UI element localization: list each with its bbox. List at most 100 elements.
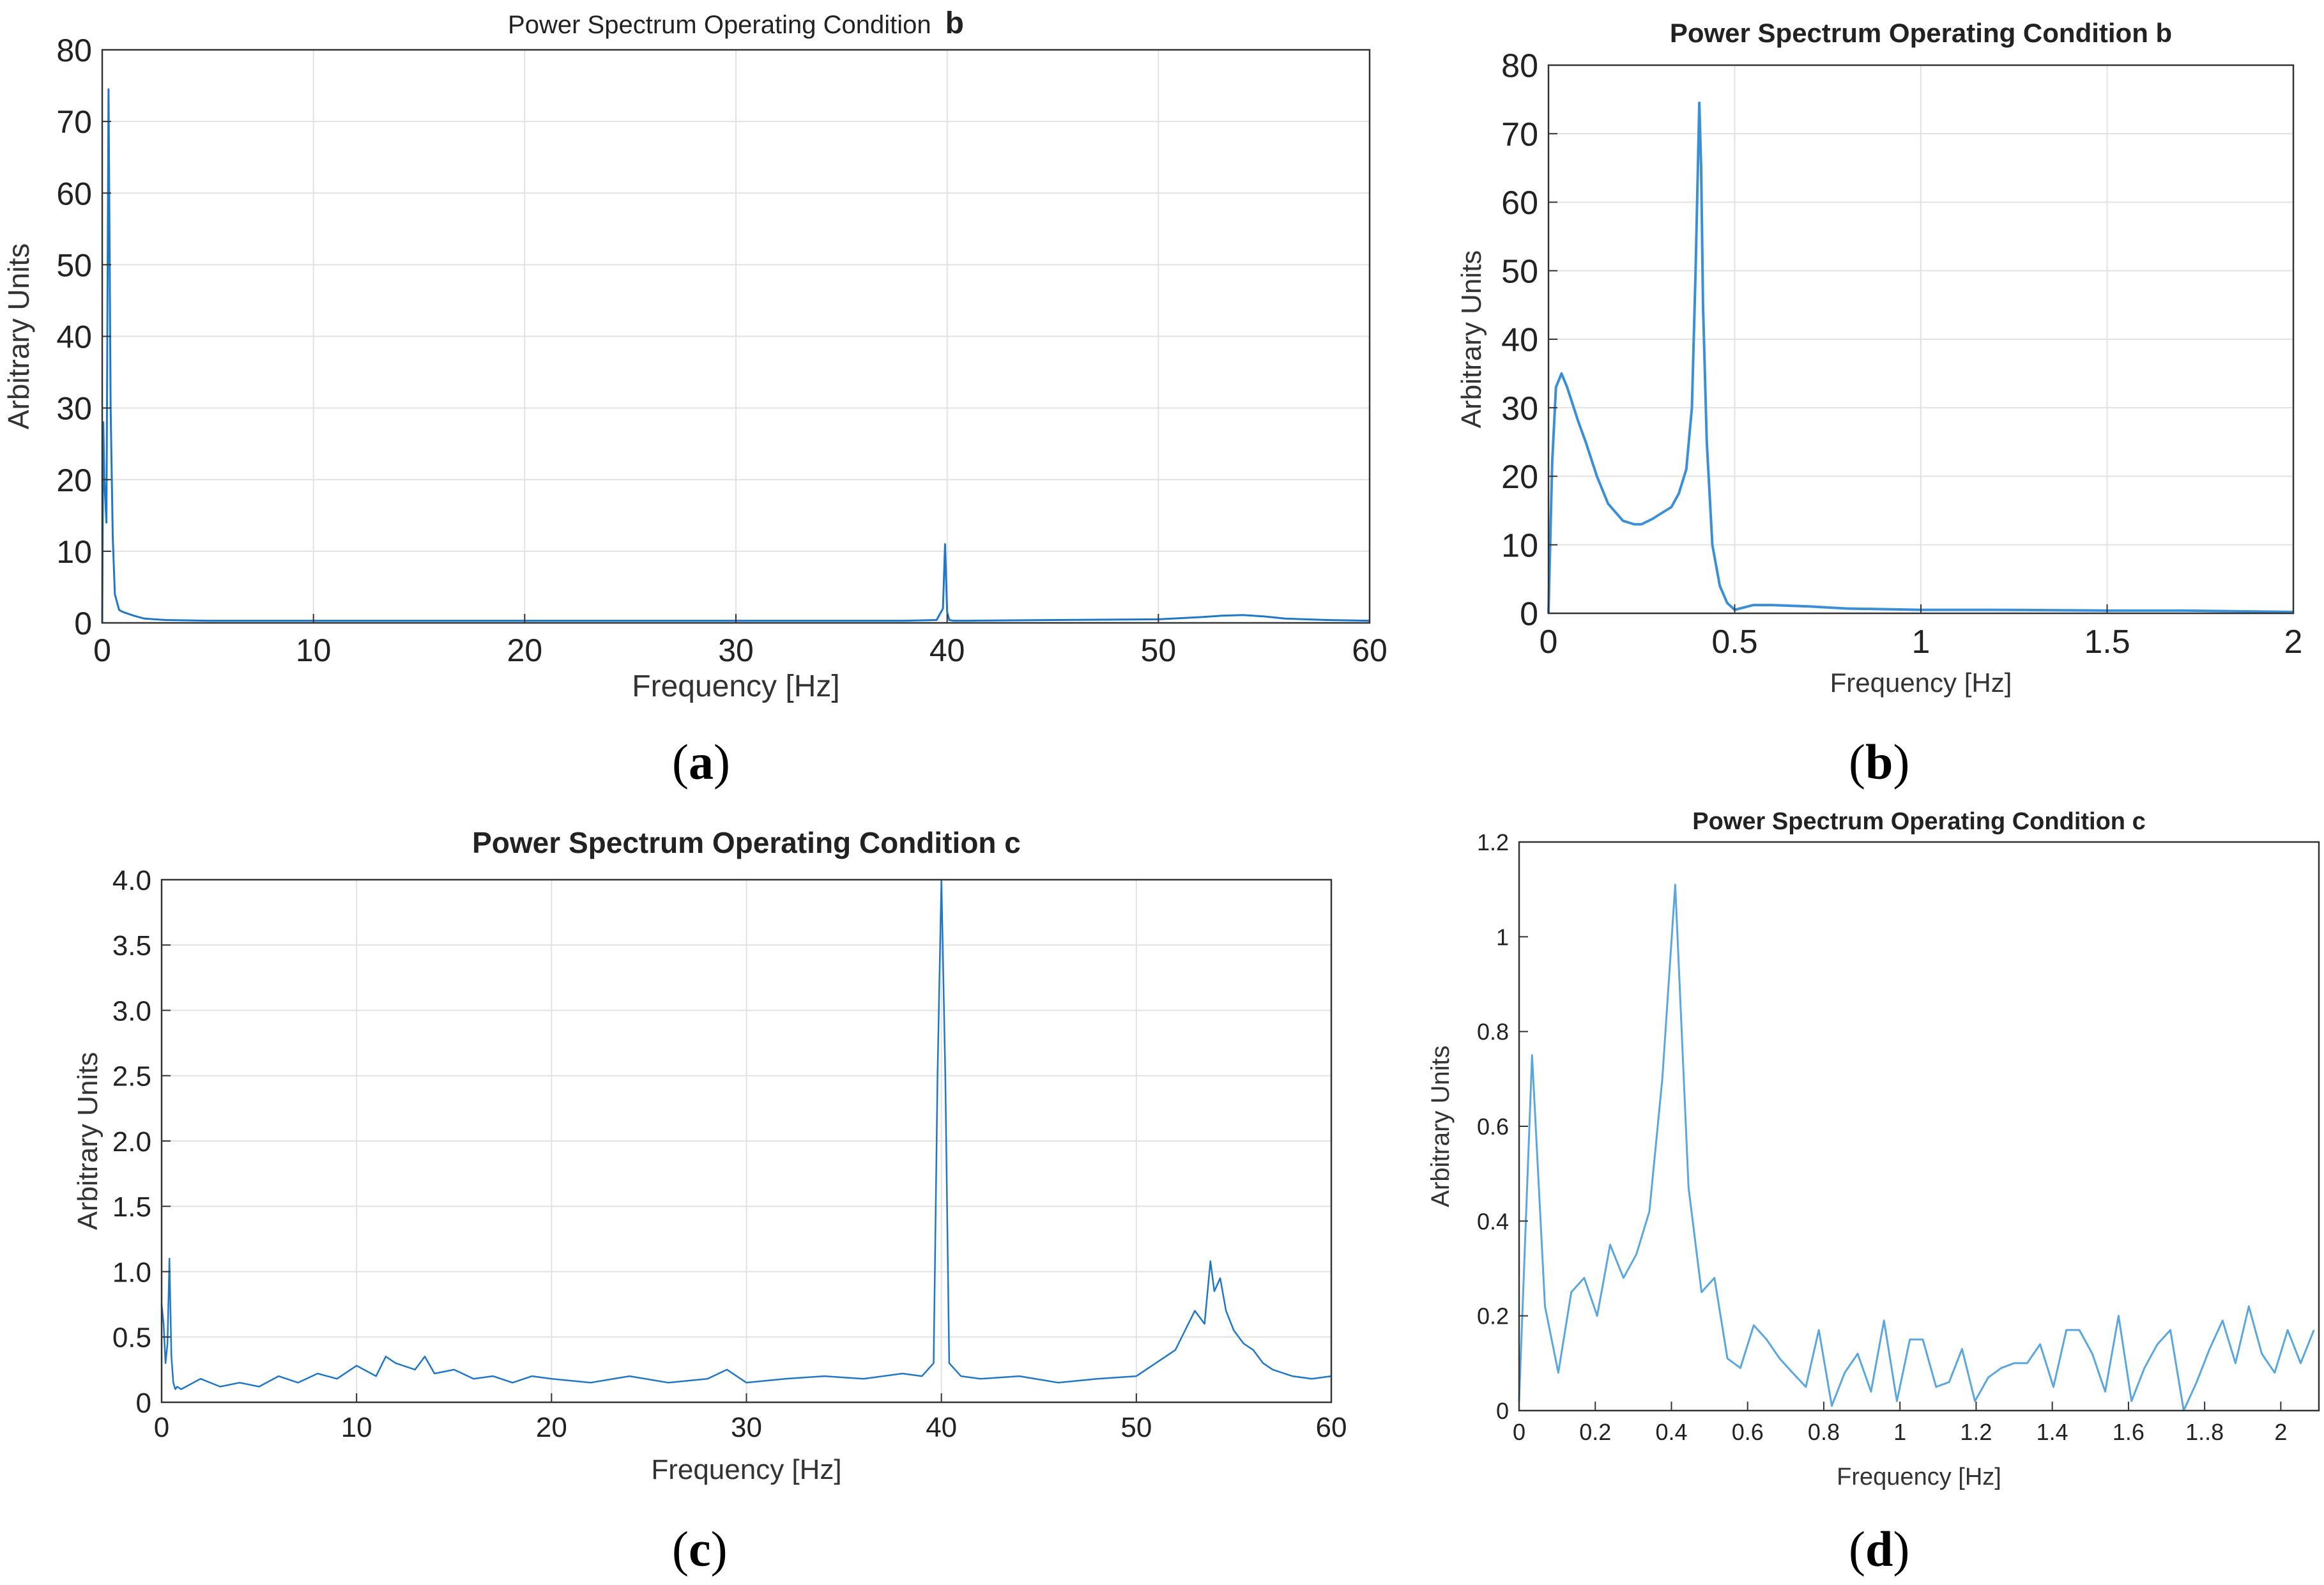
caption-d: (d) <box>1849 1520 1909 1578</box>
panel-c-ytick-label-1: 0.5 <box>112 1322 151 1354</box>
panel-a-xtick-label-1: 10 <box>296 632 332 668</box>
panel-a-xtick-label-3: 30 <box>718 632 754 668</box>
caption-a-open: ( <box>672 734 689 790</box>
panel-d-ytick-label-5: 1 <box>1496 924 1509 950</box>
panel-d-xtick-label-9: 1..8 <box>2185 1419 2224 1445</box>
panel-b-ytick-label-5: 50 <box>1501 253 1538 290</box>
panel-a-title-suffix: b <box>945 6 964 40</box>
panel-d-xtick-label-7: 1.4 <box>2037 1419 2068 1445</box>
caption-c-open: ( <box>672 1521 689 1577</box>
panel-a-ytick-label-4: 40 <box>56 319 92 355</box>
panel-d-xtick-label-10: 2 <box>2274 1419 2287 1445</box>
panel-c-xtick-label-2: 20 <box>536 1412 567 1443</box>
panel-d-ytick-label-3: 0.6 <box>1477 1114 1509 1140</box>
panel-a-ylabel: Arbitrary Units <box>2 243 35 429</box>
panel-a-ytick-label-3: 30 <box>56 391 92 427</box>
caption-b-open: ( <box>1849 734 1865 790</box>
panel-c-ytick-label-0: 0 <box>136 1388 151 1419</box>
panel-a-xlabel: Frequency [Hz] <box>632 670 839 703</box>
panel-d-xtick-label-3: 0.6 <box>1732 1419 1764 1445</box>
panel-c-xtick-label-3: 30 <box>731 1412 762 1443</box>
panel-c-title: Power Spectrum Operating Condition c <box>472 826 1021 859</box>
caption-d-close: ) <box>1893 1521 1910 1577</box>
panel-a-ytick-label-8: 80 <box>56 33 92 68</box>
panel-c-xtick-label-1: 10 <box>341 1412 372 1443</box>
panel-d-xtick-label-1: 0.2 <box>1579 1419 1611 1445</box>
panel-d-ytick-label-4: 0.8 <box>1477 1019 1509 1045</box>
panel-d-xtick-label-2: 0.4 <box>1655 1419 1687 1445</box>
panel-c-ytick-label-2: 1.0 <box>112 1257 151 1288</box>
caption-a: (a) <box>672 733 730 791</box>
panel-c-xtick-label-5: 50 <box>1120 1412 1152 1443</box>
panel-a-chart: 0 10 20 30 40 50 60 0 10 20 30 40 50 60 70 80 Power Spec… <box>2 6 1388 703</box>
panel-b-ytick-label-8: 80 <box>1501 48 1538 85</box>
panel-c-chart: 0 10 20 30 40 50 60 0 0.5 1.0 1.5 2.0 2.5 3.0 3.5 4.0 Po… <box>72 826 1347 1485</box>
panel-b-xtick-label-1: 0.5 <box>1711 624 1757 661</box>
panel-d-xlabel: Frequency [Hz] <box>1837 1464 2001 1490</box>
panel-b-ytick-label-6: 60 <box>1501 185 1538 222</box>
panel-c-ytick-label-4: 2.0 <box>112 1126 151 1158</box>
panel-a-ytick-label-6: 60 <box>56 176 92 211</box>
panel-b-xtick-label-2: 1 <box>1912 624 1930 661</box>
panel-d-xtick-label-6: 1.2 <box>1960 1419 1992 1445</box>
caption-c: (c) <box>672 1520 728 1578</box>
panel-a-ytick-label-5: 50 <box>56 247 92 283</box>
panel-a-xtick-label-4: 40 <box>929 632 965 668</box>
panel-a-ytick-label-2: 20 <box>56 463 92 498</box>
panel-a-series-line <box>101 88 1370 624</box>
panel-b-ytick-label-3: 30 <box>1501 390 1538 427</box>
panel-b-xtick-label-3: 1.5 <box>2084 624 2130 661</box>
panel-a-xtick-label-5: 50 <box>1141 632 1177 668</box>
panel-b-ytick-label-2: 20 <box>1501 459 1538 496</box>
panel-c-ytick-label-3: 1.5 <box>112 1191 151 1223</box>
panel-b-ytick-label-0: 0 <box>1520 596 1538 633</box>
panel-b-series-line <box>1547 102 2294 614</box>
panel-d-xtick-label-5: 1 <box>1893 1419 1906 1445</box>
panel-b-xtick-label-0: 0 <box>1540 624 1558 661</box>
panel-d-ytick-label-2: 0.4 <box>1477 1208 1509 1234</box>
caption-a-close: ) <box>713 734 730 790</box>
panel-a-xtick-label-0: 0 <box>93 632 111 668</box>
panel-c-ytick-label-7: 3.5 <box>112 930 151 961</box>
caption-b-close: ) <box>1893 734 1910 790</box>
caption-b-letter: b <box>1865 734 1893 790</box>
caption-d-letter: d <box>1865 1521 1893 1577</box>
panel-d-plot-area <box>1519 842 2319 1411</box>
panel-d-ylabel: Arbitrary Units <box>1426 1045 1455 1207</box>
panel-d-ytick-label-6: 1.2 <box>1477 829 1509 855</box>
panel-c-xlabel: Frequency [Hz] <box>651 1454 841 1485</box>
panel-d-xtick-label-8: 1.6 <box>2113 1419 2144 1445</box>
panel-a-xtick-label-2: 20 <box>507 632 543 668</box>
panel-d-ytick-label-1: 0.2 <box>1477 1303 1509 1329</box>
caption-b: (b) <box>1849 733 1909 791</box>
panel-d-xtick-label-0: 0 <box>1513 1419 1525 1445</box>
panel-a-ytick-label-7: 70 <box>56 104 92 140</box>
panel-a-ytick-label-0: 0 <box>74 606 92 641</box>
panel-d-ytick-label-0: 0 <box>1496 1398 1509 1424</box>
panel-d-xtick-label-4: 0.8 <box>1808 1419 1840 1445</box>
panel-b-ytick-label-4: 40 <box>1501 322 1538 359</box>
panel-c-ytick-label-8: 4.0 <box>112 865 151 896</box>
caption-c-letter: c <box>688 1521 711 1577</box>
panel-b-title: Power Spectrum Operating Condition b <box>1670 18 2172 48</box>
caption-a-letter: a <box>688 734 714 790</box>
panel-c-ytick-label-5: 2.5 <box>112 1061 151 1092</box>
panel-c-xtick-label-4: 40 <box>926 1412 957 1443</box>
panel-d-title: Power Spectrum Operating Condition c <box>1692 808 2145 835</box>
panel-c-series-line <box>160 878 1332 1390</box>
panel-b-ylabel: Arbitrary Units <box>1456 250 1487 429</box>
caption-c-close: ) <box>710 1521 728 1577</box>
caption-d-open: ( <box>1849 1521 1865 1577</box>
panel-a-title: Power Spectrum Operating Condition b <box>508 6 964 40</box>
panel-d-chart: 0 0.2 0.4 0.6 0.8 1 1.2 1.4 1.6 1..8 2 0 0.2 0.4 0.6 0.… <box>1426 808 2320 1490</box>
panel-b-xlabel: Frequency [Hz] <box>1830 668 2012 698</box>
panel-a-xtick-label-6: 60 <box>1352 632 1388 668</box>
panel-a-ytick-label-1: 10 <box>56 534 92 570</box>
panel-c-xtick-label-0: 0 <box>154 1412 169 1443</box>
panel-b-ytick-label-1: 10 <box>1501 527 1538 564</box>
panel-c-xtick-label-6: 60 <box>1316 1412 1347 1443</box>
panel-d-series-line <box>1518 884 2315 1412</box>
panel-c-ytick-label-6: 3.0 <box>112 995 151 1027</box>
